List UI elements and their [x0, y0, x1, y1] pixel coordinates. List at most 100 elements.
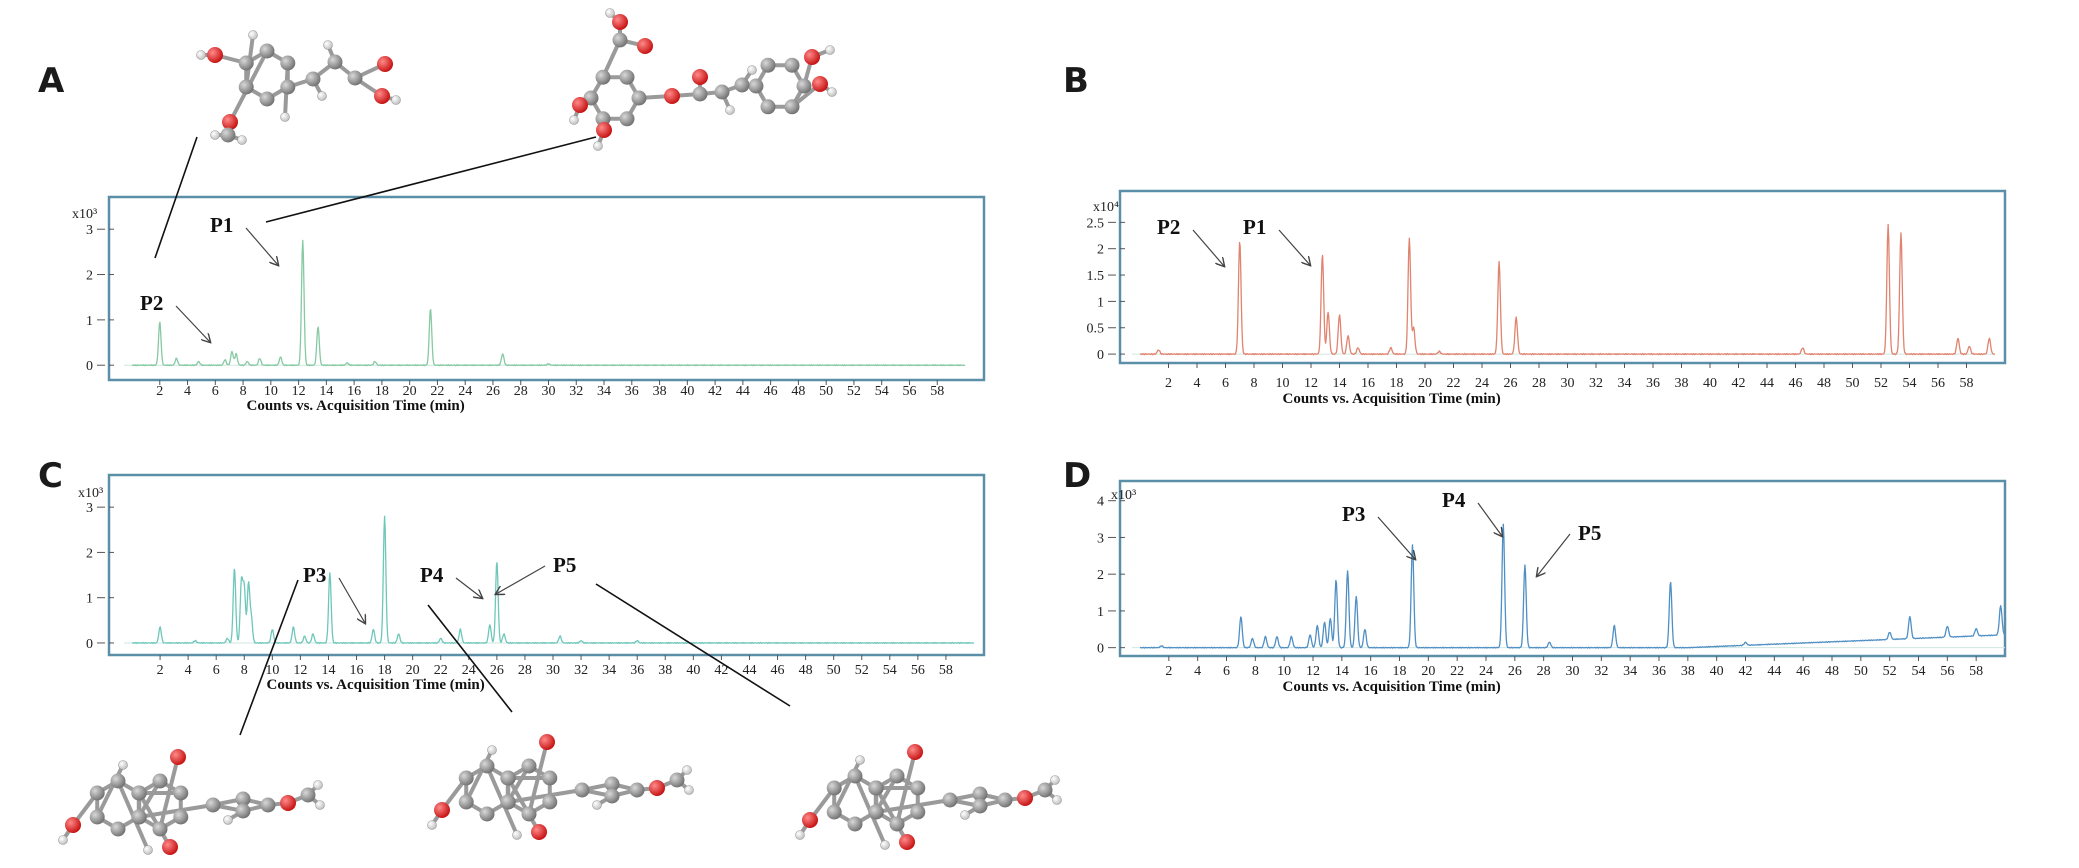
carbon-atom: [173, 809, 189, 825]
chromatogram-trace: [1139, 523, 2006, 649]
hydrogen-atom: [487, 745, 497, 755]
x-tick-label: 22: [430, 384, 444, 399]
carbon-atom: [826, 780, 842, 796]
y-tick-label: 2: [1097, 568, 1104, 583]
hydrogen-atom: [58, 835, 68, 845]
y-tick-label: 0.5: [1087, 322, 1105, 337]
panel-letter-c: C: [38, 456, 63, 496]
peak-arrow-p1: [1278, 229, 1310, 265]
y-tick-label: 2: [1097, 243, 1104, 258]
x-tick-label: 8: [240, 384, 247, 399]
x-tick-label: 56: [1940, 664, 1954, 679]
hydrogen-atom: [223, 815, 233, 825]
x-tick-label: 6: [1223, 664, 1230, 679]
x-tick-label: 52: [1874, 376, 1888, 391]
oxygen-atom: [812, 76, 828, 92]
x-tick-label: 8: [241, 663, 248, 678]
y-tick-label: 1: [1097, 295, 1104, 310]
x-tick-label: 20: [1418, 376, 1432, 391]
x-tick-label: 8: [1252, 664, 1259, 679]
chromatogram-trace: [131, 515, 975, 645]
x-tick-label: 32: [574, 663, 588, 678]
carbon-atom: [327, 54, 343, 70]
hydrogen-atom: [684, 785, 694, 795]
carbon-atom: [235, 791, 251, 807]
x-tick-label: 12: [292, 384, 306, 399]
x-tick-label: 22: [1447, 376, 1461, 391]
x-tick-label: 38: [1675, 376, 1689, 391]
carbon-atom: [629, 782, 645, 798]
carbon-atom: [152, 821, 168, 837]
x-tick-label: 4: [185, 663, 192, 678]
peak-label-p4: P4: [1442, 488, 1466, 512]
x-tick-label: 28: [518, 663, 532, 678]
y-tick-label: 0: [1097, 348, 1104, 363]
x-axis-title: Counts vs. Acquisition Time (min): [267, 677, 485, 693]
y-tick-label: 2: [86, 269, 93, 284]
x-tick-label: 46: [771, 663, 785, 678]
y-multiplier-label: x10³: [72, 207, 97, 222]
x-tick-label: 34: [597, 384, 611, 399]
carbon-atom: [131, 809, 147, 825]
leader-line-ferulic: [154, 136, 198, 259]
x-tick-label: 48: [1817, 376, 1831, 391]
x-tick-label: 30: [1561, 376, 1575, 391]
x-tick-label: 58: [1960, 376, 1974, 391]
x-tick-label: 30: [542, 384, 556, 399]
hydrogen-atom: [960, 810, 970, 820]
x-tick-label: 38: [653, 384, 667, 399]
carbon-atom: [692, 86, 708, 102]
oxygen-atom: [374, 88, 390, 104]
chromatogram-trace: [1139, 223, 1996, 356]
x-tick-label: 58: [939, 663, 953, 678]
y-multiplier-label: x10³: [1111, 488, 1136, 503]
x-tick-label: 48: [791, 384, 805, 399]
carbon-atom: [972, 786, 988, 802]
x-tick-label: 44: [1760, 376, 1774, 391]
x-tick-label: 36: [630, 663, 644, 678]
y-multiplier-label: x10⁴: [1093, 200, 1119, 215]
x-tick-label: 32: [1594, 664, 1608, 679]
x-tick-label: 4: [1194, 376, 1201, 391]
chromatogram-trace: [131, 239, 966, 367]
chlorogenic-acid-molecule: [569, 8, 837, 151]
carbon-atom: [300, 787, 316, 803]
x-tick-label: 42: [1739, 664, 1753, 679]
x-tick-label: 58: [1969, 664, 1983, 679]
x-tick-label: 10: [1276, 376, 1290, 391]
carbon-atom: [479, 806, 495, 822]
bond: [895, 750, 917, 826]
carbon-atom: [942, 792, 958, 808]
leader-line-chlorogenic: [265, 136, 597, 223]
oxygen-atom: [377, 56, 393, 72]
peak-arrow-p2: [175, 305, 210, 342]
carbon-atom: [260, 797, 276, 813]
x-tick-label: 12: [1304, 376, 1318, 391]
x-tick-label: 54: [883, 663, 897, 678]
hydrogen-atom: [747, 65, 757, 75]
x-tick-label: 42: [714, 663, 728, 678]
carbon-atom: [748, 78, 764, 94]
x-tick-label: 22: [434, 663, 448, 678]
x-tick-label: 18: [1390, 376, 1404, 391]
oxygen-atom: [664, 88, 680, 104]
y-tick-label: 1.5: [1087, 269, 1105, 284]
x-tick-label: 2: [1165, 664, 1172, 679]
x-tick-label: 6: [1222, 376, 1229, 391]
x-tick-label: 46: [764, 384, 778, 399]
x-axis-title: Counts vs. Acquisition Time (min): [1283, 679, 1501, 695]
x-tick-label: 52: [847, 384, 861, 399]
carbon-atom: [784, 57, 800, 73]
carbon-atom: [612, 32, 628, 48]
molecule-illustrations: [58, 8, 1062, 855]
hydrogen-atom: [196, 50, 206, 60]
peak-label-p2: P2: [140, 291, 163, 315]
carbon-atom: [847, 768, 863, 784]
oxygen-atom: [692, 69, 708, 85]
hydrogen-atom: [855, 755, 865, 765]
carbon-atom: [760, 99, 776, 115]
oxygen-atom: [531, 824, 547, 840]
x-axis-title: Counts vs. Acquisition Time (min): [1283, 391, 1501, 407]
